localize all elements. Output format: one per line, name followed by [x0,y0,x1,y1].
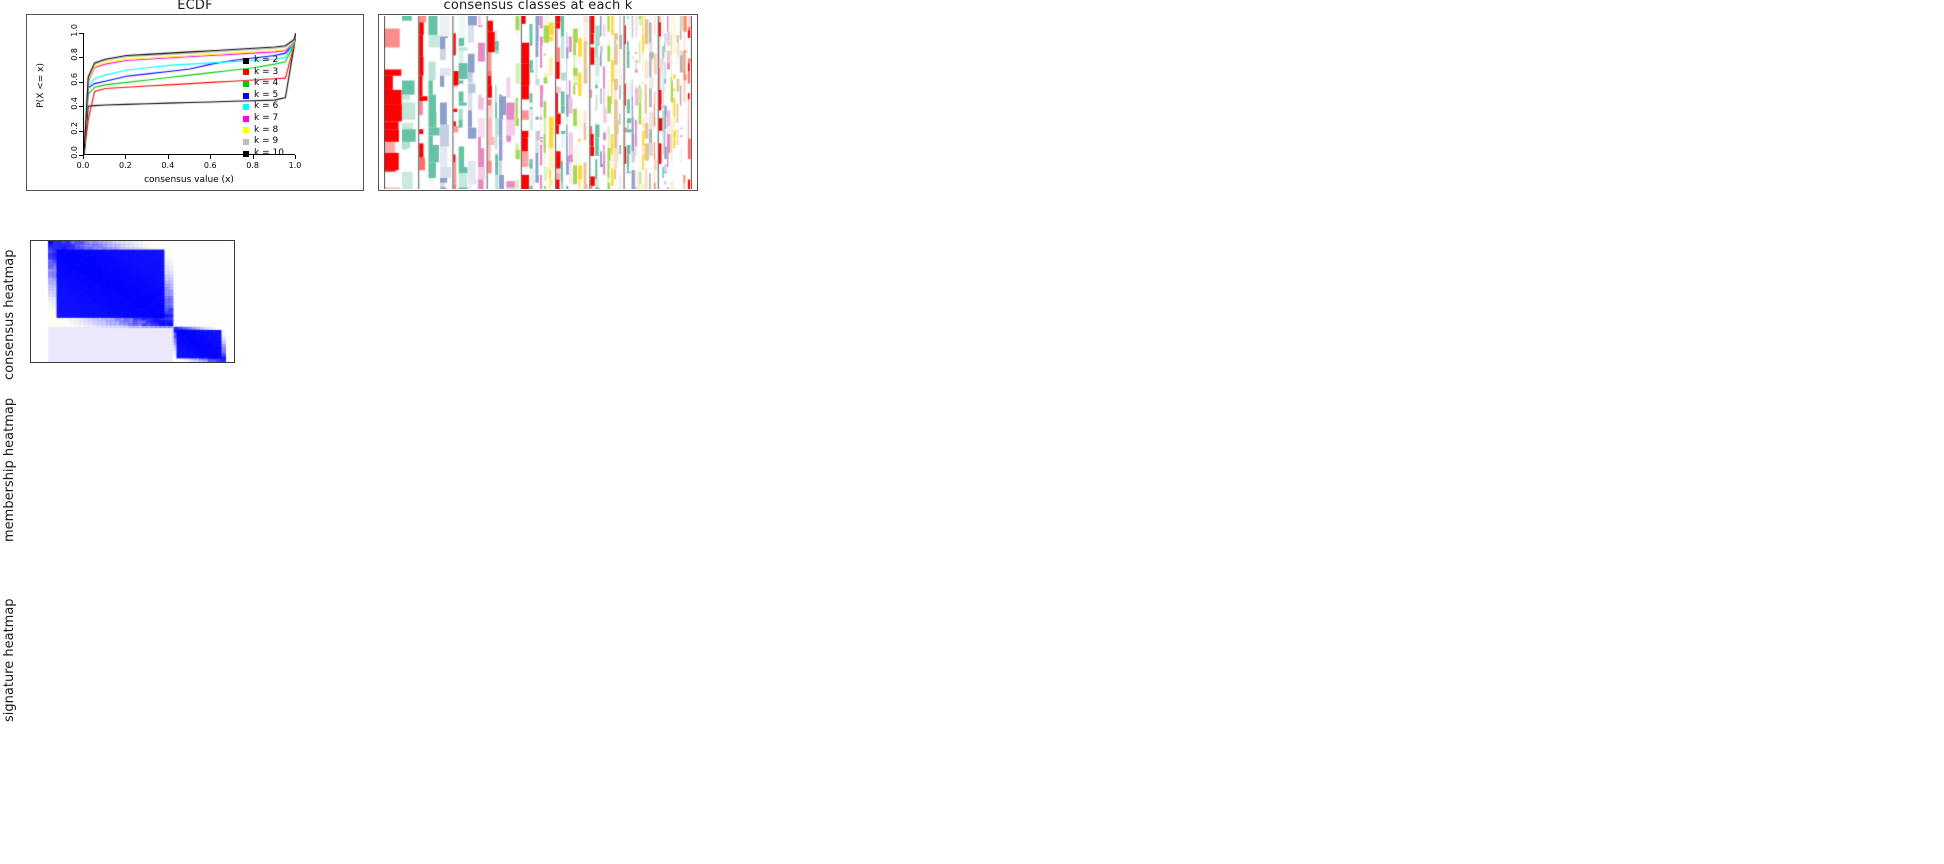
consensus-classes-heatmap [384,16,692,189]
ecdf-legend-label: k = 7 [254,112,279,123]
ecdf-legend-label: k = 5 [254,89,279,100]
ecdf-panel: P(X <= x) 0.0 0.2 0.4 0.6 0.8 1.0 0.0 0.2 0.4 0.… [26,14,364,191]
ecdf-legend-item: k = 6 [243,101,284,113]
row-label-signature-heatmap: signature heatmap [2,598,17,722]
ecdf-curves [84,33,296,155]
ecdf-ytick-label: 0.8 [70,48,79,62]
row-label-membership-heatmap: membership heatmap [2,397,17,543]
ecdf-xtick-label: 0.8 [246,161,259,170]
ecdf-xtick-label: 0.6 [203,161,217,170]
ecdf-legend-item: k = 4 [243,78,284,90]
ecdf-legend-item: k = 2 [243,55,284,67]
ecdf-legend-swatch [243,138,249,145]
ecdf-ytick-mark [79,130,83,132]
consensus-classes-title: consensus classes at each k [443,0,633,13]
ecdf-xtick-mark [125,155,127,159]
ecdf-legend-label: k = 8 [254,124,279,135]
ecdf-ytick-mark [79,155,83,156]
ecdf-legend-item: k = 7 [243,113,284,125]
ecdf-xtick-mark [295,155,296,159]
ecdf-legend-label: k = 9 [254,136,279,147]
ecdf-legend-swatch [243,127,249,134]
ecdf-ytick-mark [79,81,83,83]
ecdf-ytick-label: 1.0 [70,24,79,37]
ecdf-ylabel: P(X <= x) [36,63,46,108]
consensus-classes-panel [378,14,698,191]
ecdf-legend-swatch [243,69,249,76]
ecdf-legend-item: k = 10 [243,148,284,160]
ecdf-legend-label: k = 10 [254,147,284,158]
ecdf-legend-swatch [243,104,249,111]
ecdf-xtick-label: 0.4 [161,161,175,170]
ecdf-xtick-mark [252,155,254,159]
ecdf-xtick-label: 0.2 [119,161,132,170]
ecdf-legend-label: k = 6 [254,101,279,112]
ecdf-ytick-mark [79,106,83,108]
ecdf-legend-label: k = 2 [254,55,279,65]
ecdf-plot-area: P(X <= x) 0.0 0.2 0.4 0.6 0.8 1.0 0.0 0.2 0.4 0.… [36,24,301,185]
ecdf-legend-item: k = 5 [243,90,284,102]
ecdf-xtick-label: 0.0 [76,161,90,170]
ecdf-legend-item: k = 9 [243,136,284,148]
ecdf-xtick-mark [83,155,84,159]
ecdf-legend-label: k = 4 [254,78,279,89]
ecdf-legend-swatch [243,57,249,64]
ecdf-legend-swatch [243,150,249,157]
ecdf-xtick-mark [167,155,169,159]
ecdf-ytick-label: 0.4 [70,97,79,110]
ecdf-legend-swatch [243,115,249,122]
row-label-consensus-heatmap: consensus heatmap [2,249,17,381]
ecdf-xtick-mark [210,155,212,159]
ecdf-xtick-label: 1.0 [288,161,302,170]
ecdf-legend-label: k = 3 [254,66,279,77]
ecdf-legend-swatch [243,92,249,99]
ecdf-ytick-label: 0.6 [70,72,79,86]
ecdf-ytick-mark [79,57,83,59]
ecdf-xlabel: consensus value (x) [144,175,234,185]
ecdf-ytick-label: 0.0 [70,146,79,159]
consensus-heatmap-k2 [31,241,234,362]
ecdf-ytick-label: 0.2 [70,121,79,135]
ecdf-ytick-mark [79,33,83,34]
consensus-panel-k2 [30,240,235,363]
ecdf-legend-item: k = 8 [243,125,284,137]
ecdf-legend-item: k = 3 [243,67,284,79]
ecdf-title: ECDF [177,0,213,13]
ecdf-legend-swatch [243,80,249,87]
